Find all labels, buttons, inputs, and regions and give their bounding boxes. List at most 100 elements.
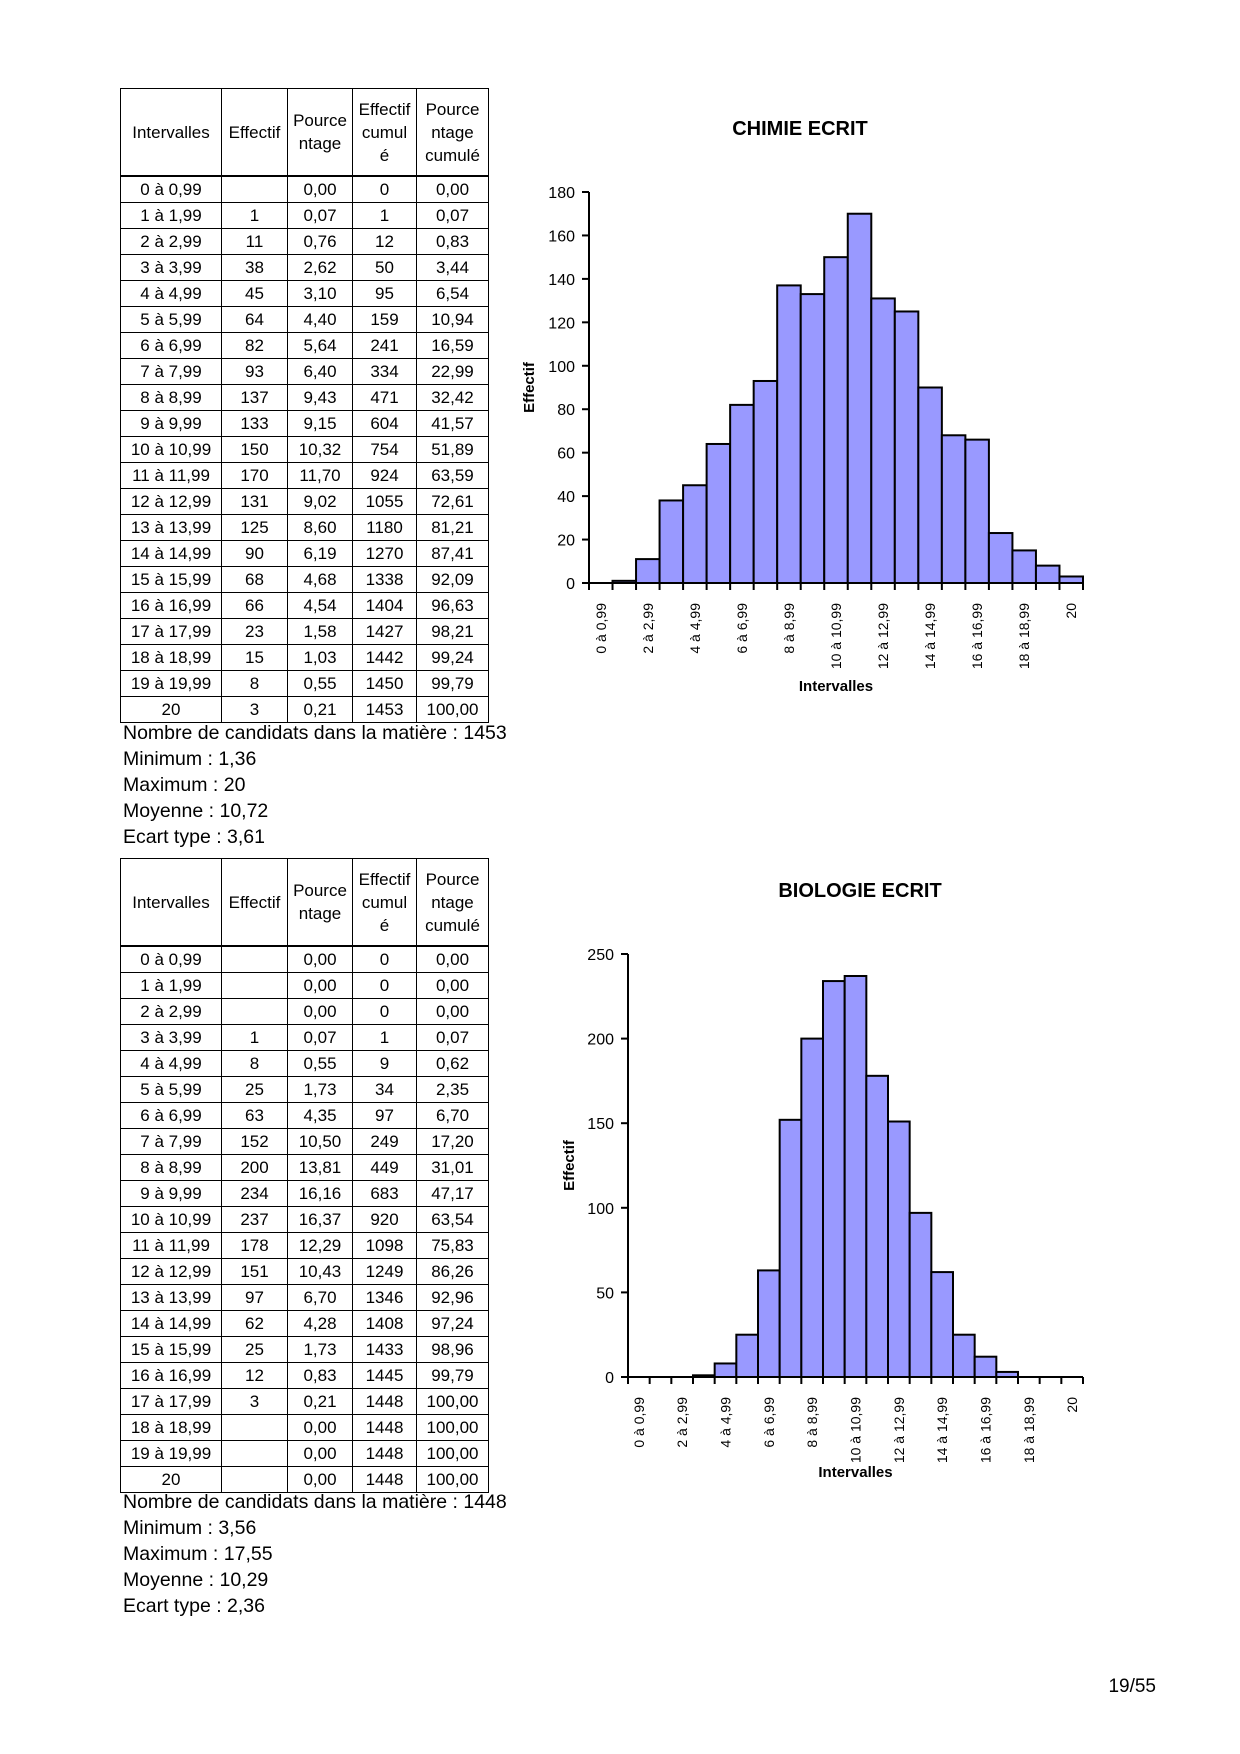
cell-count: 1 bbox=[221, 1024, 288, 1051]
cell-cum-count: 1180 bbox=[352, 514, 417, 541]
cell-cum-percent: 6,70 bbox=[416, 1102, 489, 1129]
cell-interval: 2 à 2,99 bbox=[120, 998, 222, 1025]
y-tick-label: 40 bbox=[557, 489, 575, 506]
x-tick-label: 6 à 6,99 bbox=[761, 1397, 777, 1448]
cell-interval: 4 à 4,99 bbox=[120, 280, 222, 307]
table-row: 9 à 9,99 133 9,15 604 41,57 bbox=[120, 410, 489, 437]
table-row: 14 à 14,99 62 4,28 1408 97,24 bbox=[120, 1310, 489, 1337]
cell-percent: 1,73 bbox=[287, 1076, 353, 1103]
table-row: 3 à 3,99 38 2,62 50 3,44 bbox=[120, 254, 489, 281]
cell-count: 152 bbox=[221, 1128, 288, 1155]
cell-cum-count: 0 bbox=[352, 175, 417, 203]
cell-count: 8 bbox=[221, 1050, 288, 1077]
header-cum-percent: Pource ntage cumulé bbox=[416, 858, 489, 947]
cell-percent: 0,00 bbox=[287, 1414, 353, 1441]
summary-candidates: Nombre de candidats dans la matière : 14… bbox=[123, 1491, 507, 1513]
y-tick-label: 200 bbox=[587, 1032, 614, 1049]
cell-percent: 3,10 bbox=[287, 280, 353, 307]
cell-cum-count: 12 bbox=[352, 228, 417, 255]
x-tick-label: 16 à 16,99 bbox=[978, 1397, 994, 1463]
cell-cum-percent: 87,41 bbox=[416, 540, 489, 567]
y-tick-label: 0 bbox=[566, 576, 575, 593]
table-row: 1 à 1,99 1 0,07 1 0,07 bbox=[120, 202, 489, 229]
summary-stddev: Ecart type : 3,61 bbox=[123, 826, 265, 848]
table-row: 5 à 5,99 25 1,73 34 2,35 bbox=[120, 1076, 489, 1103]
cell-interval: 17 à 17,99 bbox=[120, 1388, 222, 1415]
table-row: 20 0,00 1448 100,00 bbox=[120, 1466, 489, 1493]
cell-interval: 10 à 10,99 bbox=[120, 1206, 222, 1233]
cell-cum-percent: 0,00 bbox=[416, 998, 489, 1025]
cell-percent: 0,00 bbox=[287, 972, 353, 999]
table-row: 6 à 6,99 82 5,64 241 16,59 bbox=[120, 332, 489, 359]
table-row: 12 à 12,99 131 9,02 1055 72,61 bbox=[120, 488, 489, 515]
x-tick-label: 16 à 16,99 bbox=[969, 603, 985, 669]
cell-count: 62 bbox=[221, 1310, 288, 1337]
cell-percent: 4,28 bbox=[287, 1310, 353, 1337]
cell-interval: 20 bbox=[120, 1466, 222, 1493]
x-tick-label: 0 à 0,99 bbox=[593, 603, 609, 654]
cell-interval: 9 à 9,99 bbox=[120, 1180, 222, 1207]
bar-13-13-99 bbox=[908, 1211, 933, 1378]
cell-cum-count: 1249 bbox=[352, 1258, 417, 1285]
cell-cum-percent: 10,94 bbox=[416, 306, 489, 333]
cell-cum-count: 449 bbox=[352, 1154, 417, 1181]
cell-count: 64 bbox=[221, 306, 288, 333]
table-row: 10 à 10,99 150 10,32 754 51,89 bbox=[120, 436, 489, 463]
x-tick-label: 14 à 14,99 bbox=[934, 1397, 950, 1463]
table-row: 2 à 2,99 0,00 0 0,00 bbox=[120, 998, 489, 1025]
header-cum-percent: Pource ntage cumulé bbox=[416, 88, 489, 177]
table-row: 0 à 0,99 0,00 0 0,00 bbox=[120, 945, 489, 973]
x-tick-label: 18 à 18,99 bbox=[1021, 1397, 1037, 1463]
table-row: 20 3 0,21 1453 100,00 bbox=[120, 696, 489, 723]
x-axis-label: Intervalles bbox=[818, 1464, 892, 1481]
table-header-row: Intervalles Effectif Pource ntage Effecti… bbox=[120, 88, 489, 177]
cell-cum-percent: 99,24 bbox=[416, 644, 489, 671]
cell-count: 25 bbox=[221, 1336, 288, 1363]
cell-cum-count: 683 bbox=[352, 1180, 417, 1207]
cell-percent: 4,68 bbox=[287, 566, 353, 593]
table-row: 8 à 8,99 200 13,81 449 31,01 bbox=[120, 1154, 489, 1181]
bar-16-16-99 bbox=[973, 1355, 998, 1379]
header-intervals: Intervalles bbox=[120, 88, 222, 177]
cell-cum-percent: 2,35 bbox=[416, 1076, 489, 1103]
bar-6-6-99 bbox=[757, 1269, 781, 1379]
x-tick-label: 20 bbox=[1064, 1397, 1080, 1413]
table-body: 0 à 0,99 0,00 0 0,00 1 à 1,99 1 0,07 1 0,07 2 à 2… bbox=[120, 175, 489, 723]
y-tick-label: 80 bbox=[557, 402, 575, 419]
bar-9-9-99 bbox=[822, 980, 846, 1379]
header-count: Effectif bbox=[221, 88, 288, 177]
cell-cum-count: 920 bbox=[352, 1206, 417, 1233]
cell-cum-percent: 6,54 bbox=[416, 280, 489, 307]
bar-14-14-99 bbox=[930, 1271, 954, 1378]
cell-percent: 0,21 bbox=[287, 696, 353, 723]
cell-cum-percent: 100,00 bbox=[416, 1440, 489, 1467]
cell-cum-percent: 98,96 bbox=[416, 1336, 489, 1363]
x-tick-label: 8 à 8,99 bbox=[781, 603, 797, 654]
cell-count bbox=[221, 175, 288, 203]
x-tick-label: 12 à 12,99 bbox=[891, 1397, 907, 1463]
cell-cum-percent: 98,21 bbox=[416, 618, 489, 645]
cell-interval: 19 à 19,99 bbox=[120, 670, 222, 697]
cell-cum-count: 1445 bbox=[352, 1362, 417, 1389]
table-row: 13 à 13,99 97 6,70 1346 92,96 bbox=[120, 1284, 489, 1311]
cell-percent: 10,32 bbox=[287, 436, 353, 463]
summary-candidates: Nombre de candidats dans la matière : 14… bbox=[123, 722, 507, 744]
cell-cum-percent: 100,00 bbox=[416, 1414, 489, 1441]
cell-cum-count: 34 bbox=[352, 1076, 417, 1103]
cell-count: 133 bbox=[221, 410, 288, 437]
x-tick-label: 6 à 6,99 bbox=[734, 603, 750, 654]
cell-percent: 1,03 bbox=[287, 644, 353, 671]
chart-title: BIOLOGIE ECRIT bbox=[778, 880, 941, 902]
table-row: 13 à 13,99 125 8,60 1180 81,21 bbox=[120, 514, 489, 541]
summary-minimum: Minimum : 1,36 bbox=[123, 748, 257, 770]
cell-cum-percent: 17,20 bbox=[416, 1128, 489, 1155]
cell-interval: 10 à 10,99 bbox=[120, 436, 222, 463]
y-tick-label: 250 bbox=[587, 947, 614, 964]
cell-count: 3 bbox=[221, 696, 288, 723]
cell-percent: 0,07 bbox=[287, 1024, 353, 1051]
cell-cum-percent: 100,00 bbox=[416, 696, 489, 723]
cell-percent: 0,00 bbox=[287, 1466, 353, 1493]
stats-table-chimie: Intervalles Effectif Pource ntage Effecti… bbox=[120, 88, 489, 723]
